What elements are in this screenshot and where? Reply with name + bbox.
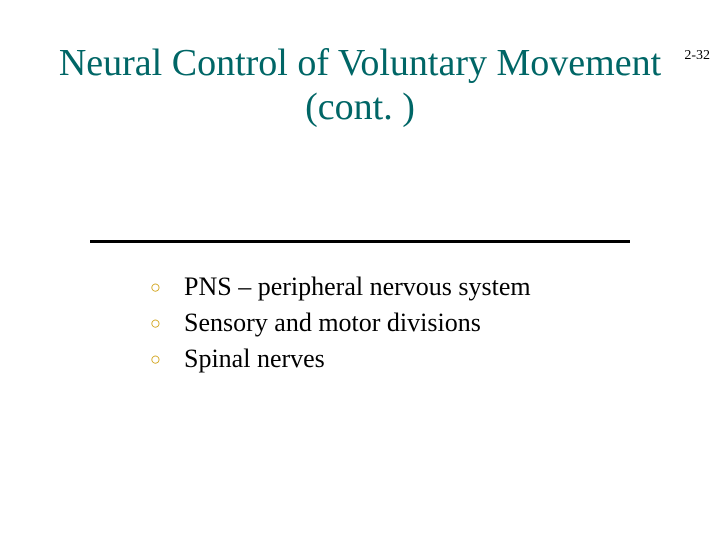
bullet-text: Spinal nerves — [184, 342, 325, 376]
page-number: 2-32 — [684, 48, 710, 64]
slide: 2-32 Neural Control of Voluntary Movemen… — [0, 42, 720, 540]
circle-bullet-icon: ○ — [150, 313, 184, 334]
bullet-item: ○ PNS – peripheral nervous system — [150, 270, 680, 304]
bullet-text: PNS – peripheral nervous system — [184, 270, 531, 304]
circle-bullet-icon: ○ — [150, 349, 184, 370]
bullet-text: Sensory and motor divisions — [184, 306, 481, 340]
circle-bullet-icon: ○ — [150, 277, 184, 298]
bullet-item: ○ Sensory and motor divisions — [150, 306, 680, 340]
bullet-list: ○ PNS – peripheral nervous system ○ Sens… — [150, 270, 680, 377]
title-divider — [90, 240, 630, 243]
slide-title: Neural Control of Voluntary Movement (co… — [0, 42, 720, 129]
bullet-item: ○ Spinal nerves — [150, 342, 680, 376]
